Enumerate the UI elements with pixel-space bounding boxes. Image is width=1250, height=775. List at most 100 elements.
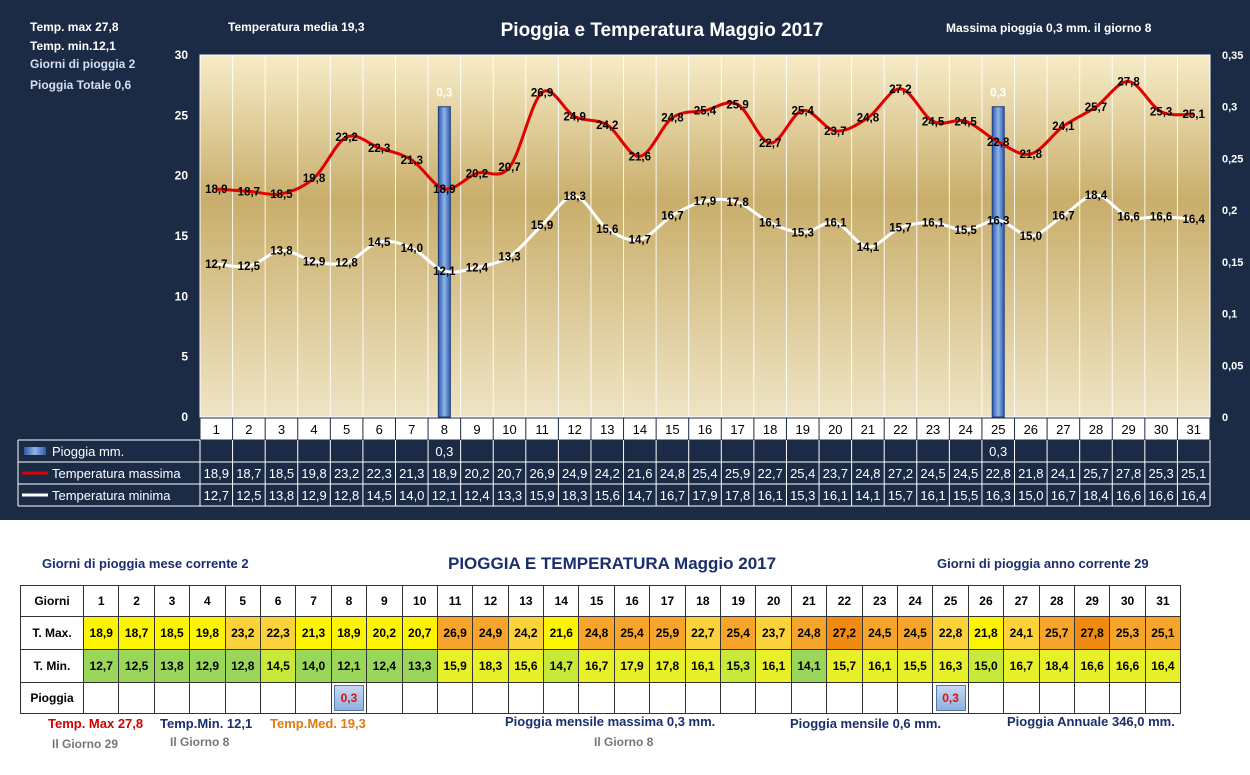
tmin-data-label: 15,5 <box>954 225 977 237</box>
legend-table-value: 12,4 <box>464 488 489 503</box>
tmax-data-label: 21,6 <box>629 151 651 163</box>
row-label-tmax: T. Max. <box>20 616 84 650</box>
x-tick-label: 18 <box>763 422 777 437</box>
legend-table-value: 18,9 <box>204 466 229 481</box>
legend-table-value: 16,1 <box>758 488 783 503</box>
tmin-data-label: 13,8 <box>270 245 293 257</box>
tmin-data-label: 15,0 <box>1020 231 1042 243</box>
table-day-cell: 21 <box>790 585 828 617</box>
table-day-cell: 6 <box>259 585 297 617</box>
tmax-data-label: 24,9 <box>563 112 585 124</box>
y-right-tick-label: 0,3 <box>1222 102 1237 114</box>
table-rain-cell <box>861 682 898 714</box>
tmax-data-label: 24,5 <box>922 116 945 128</box>
table-tmax-cell: 18,9 <box>82 616 120 650</box>
table-tmin-cell: 16,4 <box>1144 649 1182 683</box>
table-tmax-cell: 25,7 <box>1038 616 1075 650</box>
tmin-data-label: 12,8 <box>335 258 358 270</box>
tmax-data-label: 24,8 <box>857 113 880 125</box>
tmax-data-label: 24,2 <box>596 120 618 132</box>
tmin-data-label: 17,9 <box>694 196 716 208</box>
legend-table-value: 18,3 <box>562 488 587 503</box>
table-rain-cell <box>578 682 615 714</box>
tmin-data-label: 15,3 <box>792 227 814 239</box>
table-tmin-cell: 15,7 <box>826 649 863 683</box>
rain-bar <box>991 106 1005 418</box>
legend-table-value: 0,3 <box>989 444 1007 459</box>
x-tick-label: 12 <box>567 422 581 437</box>
tmin-data-label: 13,3 <box>498 252 520 264</box>
table-tmin-cell: 15,9 <box>436 649 474 683</box>
table-tmin-cell: 15,5 <box>896 649 934 683</box>
stat-tmin-day: Il Giorno 8 <box>170 735 230 749</box>
x-tick-label: 5 <box>343 422 350 437</box>
table-rain-cell <box>366 682 403 714</box>
legend-table-value: 24,8 <box>660 466 685 481</box>
stat-tmin: Temp.Min. 12,1 <box>160 716 253 731</box>
table-day-cell: 26 <box>967 585 1005 617</box>
table-day-cell: 3 <box>153 585 191 617</box>
table-tmin-cell: 16,1 <box>684 649 722 683</box>
table-rain-cell <box>1038 682 1075 714</box>
x-tick-label: 20 <box>828 422 842 437</box>
tmin-data-label: 14,7 <box>629 235 651 247</box>
y-right-tick-label: 0,05 <box>1222 360 1243 372</box>
table-day-cell: 9 <box>366 585 403 617</box>
rain-days-year: Giorni di pioggia anno corrente 29 <box>937 556 1149 571</box>
legend-table-value: 16,7 <box>1051 488 1076 503</box>
legend-table-value: 24,8 <box>855 466 880 481</box>
legend-table-value: 27,8 <box>1116 466 1141 481</box>
tmin-data-label: 12,9 <box>303 256 325 268</box>
x-tick-label: 29 <box>1121 422 1135 437</box>
table-tmin-cell: 16,1 <box>755 649 792 683</box>
tmax-data-label: 18,9 <box>205 184 227 196</box>
table-tmax-cell: 19,8 <box>189 616 226 650</box>
table-day-cell: 5 <box>224 585 261 617</box>
tmin-data-label: 12,7 <box>205 259 227 271</box>
table-rain-cell <box>224 682 261 714</box>
tmin-data-label: 16,7 <box>661 210 683 222</box>
row-label-tmin: T. Min. <box>20 649 84 683</box>
x-tick-label: 17 <box>730 422 744 437</box>
legend-table-value: 15,7 <box>888 488 913 503</box>
legend-table-value: 24,5 <box>920 466 945 481</box>
legend-tmin-label: Temperatura minima <box>52 488 171 503</box>
legend-table-value: 16,4 <box>1181 488 1206 503</box>
y-left-tick-label: 10 <box>175 289 189 303</box>
rain-value-badge: 0,3 <box>935 685 966 711</box>
table-tmin-cell: 12,8 <box>224 649 261 683</box>
chart-panel: 0,3 0,3 18,9 18,7 18,5 19,8 23,2 22,3 21,3 18,9 2… <box>0 0 1250 520</box>
table-tmax-cell: 25,4 <box>720 616 757 650</box>
tmin-data-label: 16,1 <box>759 218 782 230</box>
legend-table-value: 18,4 <box>1083 488 1108 503</box>
row-label-days: Giorni <box>20 585 84 617</box>
tmax-data-label: 26,9 <box>531 87 553 99</box>
y-left-tick-label: 0 <box>181 410 188 424</box>
x-tick-label: 11 <box>535 422 549 437</box>
tmin-data-label: 14,1 <box>857 242 880 254</box>
tmax-data-label: 27,2 <box>889 84 911 96</box>
legend-table-value: 12,9 <box>301 488 326 503</box>
table-tmax-cell: 21,3 <box>295 616 332 650</box>
legend-table-value: 16,1 <box>823 488 848 503</box>
legend-table-value: 14,7 <box>627 488 652 503</box>
table-rain-cell <box>967 682 1005 714</box>
summary-table: Giorni 1 2 3 4 5 6 7 8 9 10 11 12 13 14 15 16 17 18 19 20 21… <box>20 585 1182 714</box>
legend-table-value: 16,6 <box>1148 488 1173 503</box>
x-tick-label: 21 <box>861 422 875 437</box>
table-rain-cell <box>189 682 226 714</box>
table-tmin-cell: 17,9 <box>613 649 651 683</box>
table-day-cell: 8 <box>330 585 368 617</box>
table-rain-cell <box>543 682 580 714</box>
tmax-data-label: 21,3 <box>401 155 423 167</box>
rain-days-month: Giorni di pioggia mese corrente 2 <box>42 556 249 571</box>
legend-table-value: 27,2 <box>888 466 913 481</box>
weather-chart: 0,3 0,3 18,9 18,7 18,5 19,8 23,2 22,3 21,3 18,9 2… <box>17 20 1243 507</box>
stat-rain-year: Pioggia Annuale 346,0 mm. <box>1007 714 1175 729</box>
legend-table-value: 25,9 <box>725 466 750 481</box>
legend-table-value: 12,5 <box>236 488 261 503</box>
tmax-data-label: 22,3 <box>368 143 390 155</box>
legend-table-value: 12,7 <box>204 488 229 503</box>
tmax-data-label: 24,1 <box>1052 121 1075 133</box>
table-rain-cell <box>896 682 934 714</box>
